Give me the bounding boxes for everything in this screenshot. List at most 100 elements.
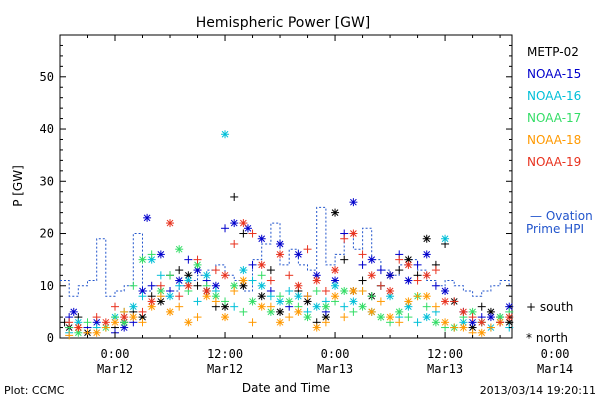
north-point: [230, 219, 239, 228]
north-point: [331, 292, 340, 301]
legend-entry: METP-02: [527, 45, 579, 59]
north-point: [349, 198, 358, 207]
north-point: [404, 297, 413, 306]
north-point: [459, 318, 468, 327]
south-point: [129, 281, 138, 290]
south-point: [413, 318, 422, 327]
south-point: [358, 286, 367, 295]
south-marker-legend: + south: [526, 300, 573, 314]
north-point: [202, 292, 211, 301]
y-tick-label: 30: [40, 174, 54, 188]
south-point: [230, 192, 239, 201]
north-point: [303, 297, 312, 306]
north-point: [276, 239, 285, 248]
north-point: [239, 219, 248, 228]
north-point: [404, 276, 413, 285]
south-point: [147, 281, 156, 290]
south-point: [477, 302, 486, 311]
north-point: [120, 313, 129, 322]
south-point: [156, 292, 165, 301]
y-tick-label: 50: [40, 70, 54, 84]
legend: METP-02 NOAA-15 NOAA-16 NOAA-17 NOAA-18 NOAA-…: [527, 45, 581, 169]
south-point: [431, 281, 440, 290]
north-point: [349, 286, 358, 295]
north-point: [166, 292, 175, 301]
north-point: [477, 328, 486, 337]
south-point: [138, 318, 147, 327]
north-point: [358, 302, 367, 311]
north-point: [422, 292, 431, 301]
south-point: [358, 276, 367, 285]
north-point: [156, 250, 165, 259]
north-point: [129, 313, 138, 322]
south-point: [230, 286, 239, 295]
north-point: [312, 323, 321, 332]
south-point: [340, 302, 349, 311]
south-point: [248, 276, 257, 285]
north-point: [459, 307, 468, 316]
south-point: [266, 292, 275, 301]
south-point: [175, 281, 184, 290]
north-point: [266, 307, 275, 316]
north-point: [477, 318, 486, 327]
south-point: [230, 302, 239, 311]
south-point: [376, 297, 385, 306]
south-point: [193, 313, 202, 322]
north-point: [147, 255, 156, 264]
x-tick-date-label: Mar12: [207, 362, 243, 376]
north-point: [422, 234, 431, 243]
south-point: [248, 318, 257, 327]
ovation-hpi-layer: [60, 206, 512, 297]
north-point: [376, 313, 385, 322]
north-point: [367, 307, 376, 316]
north-point: [386, 313, 395, 322]
south-point: [468, 313, 477, 322]
south-point: [312, 286, 321, 295]
north-point: [221, 313, 230, 322]
south-point: [486, 323, 495, 332]
north-point: [202, 271, 211, 280]
south-point: [413, 292, 422, 301]
north-point: [312, 276, 321, 285]
south-point: [367, 292, 376, 301]
north-point: [257, 260, 266, 269]
north-point: [257, 292, 266, 301]
north-point: [239, 281, 248, 290]
legend-entry: NOAA-16: [527, 89, 581, 103]
legend-entry: NOAA-17: [527, 111, 581, 125]
north-point: [230, 281, 239, 290]
north-point: [257, 302, 266, 311]
chart-title: Hemispheric Power [GW]: [196, 15, 371, 31]
north-point: [193, 260, 202, 269]
y-tick-label: 0: [47, 331, 54, 345]
south-point: [340, 234, 349, 243]
north-point: [257, 281, 266, 290]
satellite-points-layer: [60, 130, 514, 340]
y-tick-label: 40: [40, 122, 54, 136]
y-tick-label: 10: [40, 279, 54, 293]
north-point: [74, 318, 83, 327]
north-point: [221, 130, 230, 139]
south-point: [184, 255, 193, 264]
north-point: [340, 286, 349, 295]
axes-layer: 010203040500:00Mar1212:00Mar120:00Mar131…: [40, 34, 573, 376]
south-point: [431, 266, 440, 275]
south-point: [239, 229, 248, 238]
north-point: [441, 318, 450, 327]
south-point: [83, 318, 92, 327]
north-point: [386, 271, 395, 280]
x-tick-date-label: Mar14: [537, 362, 573, 376]
north-point: [211, 292, 220, 301]
north-point: [331, 281, 340, 290]
south-point: [404, 313, 413, 322]
y-axis-label: P [GW]: [11, 165, 25, 207]
ovation-hpi-line: [60, 206, 512, 297]
north-point: [276, 318, 285, 327]
legend-entry: NOAA-15: [527, 67, 581, 81]
north-point: [459, 323, 468, 332]
x-tick-time-label: 0:00: [321, 347, 350, 361]
north-point: [441, 297, 450, 306]
north-point: [441, 234, 450, 243]
north-point: [111, 318, 120, 327]
